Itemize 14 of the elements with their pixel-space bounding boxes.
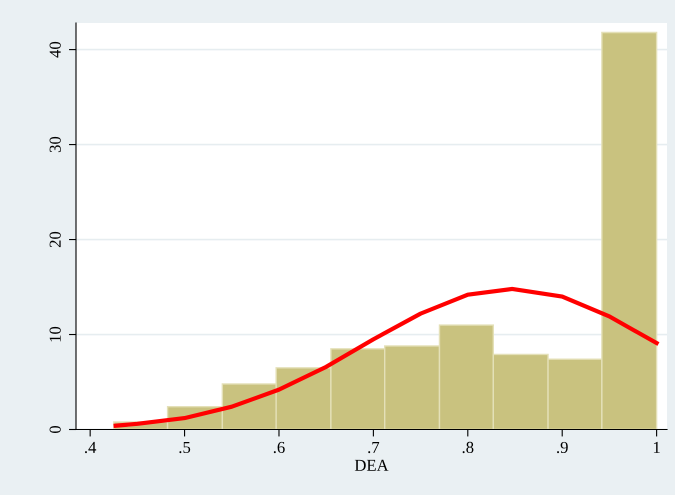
x-tick-label: .8 xyxy=(462,442,474,454)
x-tick-label: .4 xyxy=(85,442,96,454)
line-series xyxy=(114,286,659,428)
y-tick-label: 10 xyxy=(50,326,61,342)
x-tick-label: 1 xyxy=(654,442,660,453)
x-tick-label: .9 xyxy=(557,442,568,454)
x-tick-label: .5 xyxy=(179,442,190,454)
x-tick-label: .7 xyxy=(368,442,380,454)
y-tick-label: 30 xyxy=(50,136,61,152)
x-tick-label: .6 xyxy=(274,442,285,454)
y-tick-label: 40 xyxy=(50,42,61,58)
y-tick-label: 0 xyxy=(50,426,61,434)
y-tick-label: 20 xyxy=(50,232,61,248)
x-axis-title: DEA xyxy=(354,460,389,471)
